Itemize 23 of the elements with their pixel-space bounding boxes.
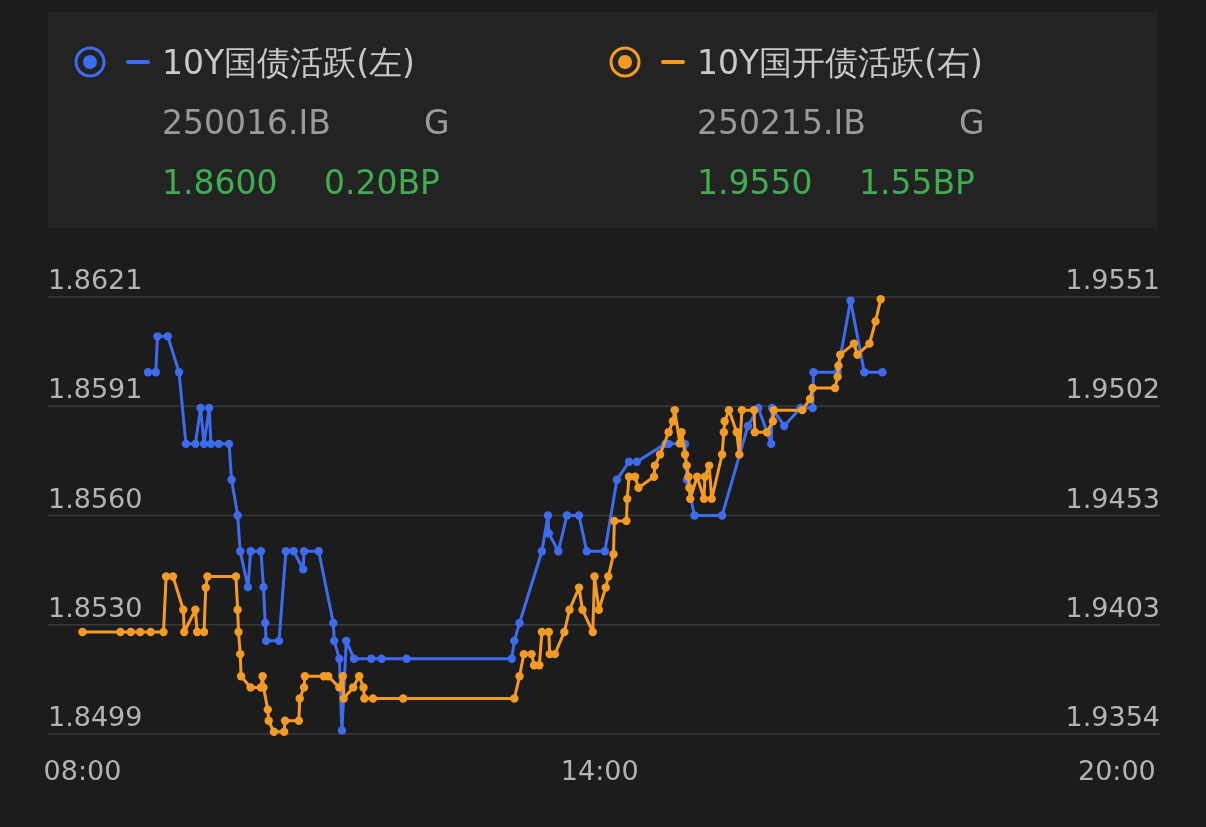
x-tick-label: 14:00 bbox=[560, 755, 639, 786]
y-tick-label: 1.8499 bbox=[48, 701, 143, 732]
legend-label: 10Y国开债活跃(右) bbox=[697, 43, 983, 82]
text: G bbox=[424, 103, 450, 142]
text: 1.8600 bbox=[162, 163, 278, 202]
y-tick-label: 1.8591 bbox=[48, 373, 143, 405]
text: 250215.IB bbox=[697, 103, 866, 142]
text: 1.55BP bbox=[859, 163, 976, 202]
y-tick-label: 1.8621 bbox=[48, 264, 143, 295]
x-tick-label: 20:00 bbox=[1077, 755, 1156, 786]
y2-tick-label: 1.9453 bbox=[1065, 482, 1160, 514]
y-tick-label: 1.8560 bbox=[48, 482, 143, 514]
x-tick-label: 08:00 bbox=[43, 755, 122, 786]
y-tick-label: 1.8530 bbox=[48, 591, 143, 623]
y2-tick-label: 1.9551 bbox=[1065, 264, 1160, 295]
text: 250016.IB bbox=[162, 103, 331, 142]
text: G bbox=[959, 103, 985, 142]
y2-tick-label: 1.9502 bbox=[1065, 373, 1160, 405]
legend-label: 10Y国债活跃(左) bbox=[162, 43, 415, 82]
y2-tick-label: 1.9354 bbox=[1065, 701, 1160, 732]
text: 0.20BP bbox=[324, 163, 441, 202]
text: 1.9550 bbox=[697, 163, 813, 202]
y2-tick-label: 1.9403 bbox=[1065, 591, 1160, 623]
